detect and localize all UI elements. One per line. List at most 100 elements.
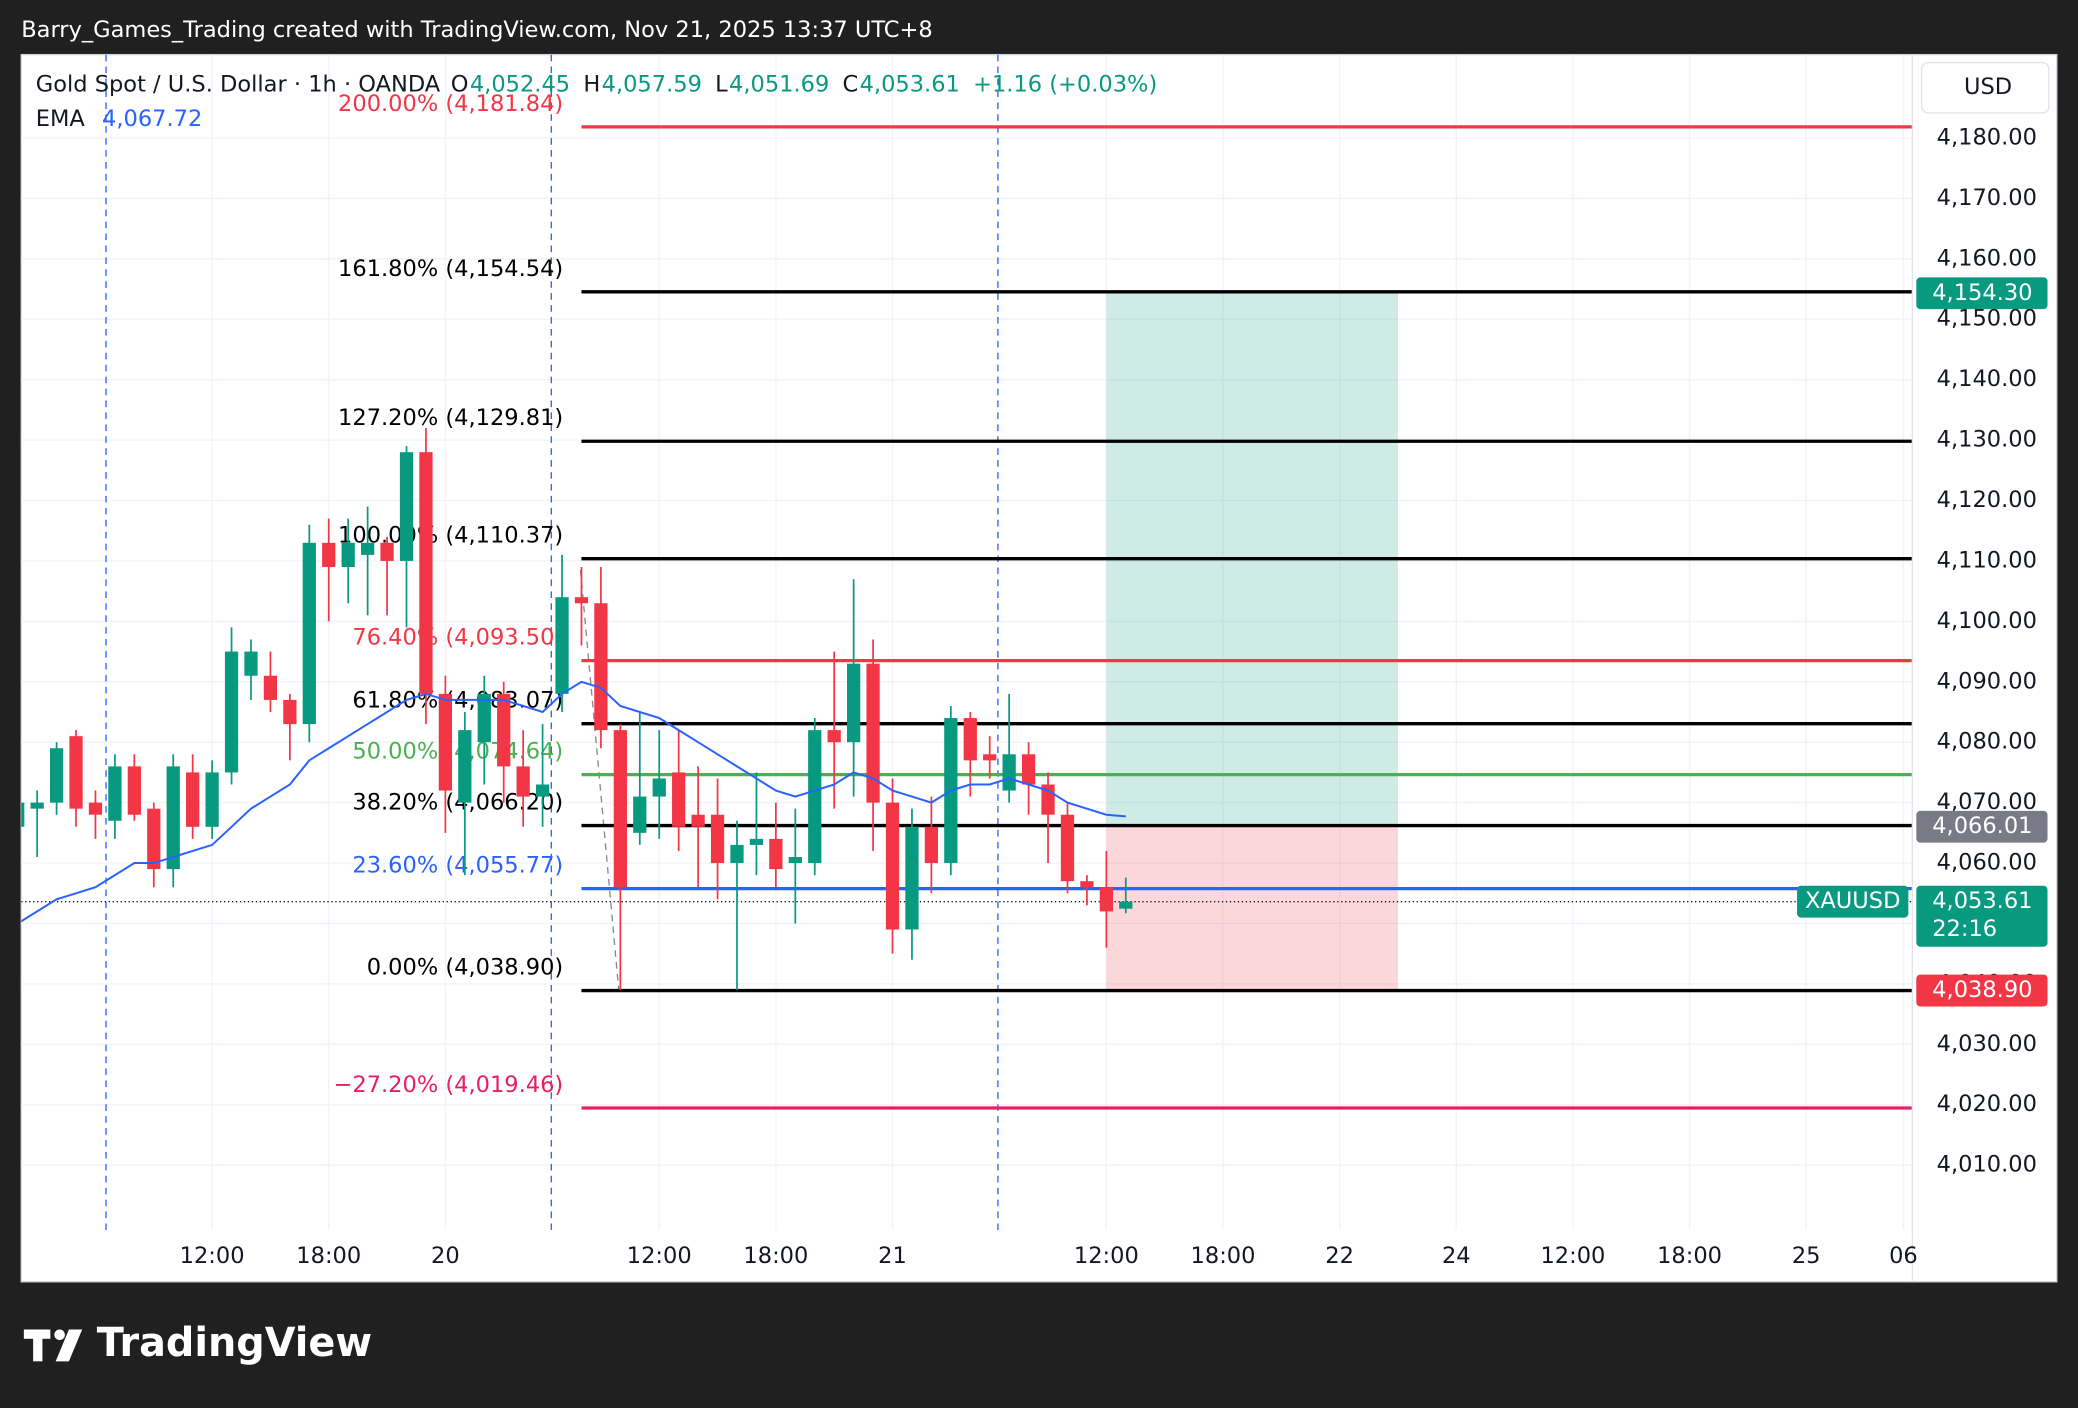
candle-body [283,699,297,725]
change: +1.16 (+0.03%) [973,72,1157,98]
candle-body [594,603,608,731]
fib-label: 50.00% (4,074.64) [352,739,563,765]
x-tick-label: 18:00 [1657,1243,1722,1269]
candle-body [186,772,200,827]
fib-label: 76.40% (4,093.50) [352,625,563,651]
chart-panel [20,53,2058,1283]
candle-body [361,542,375,555]
x-tick-label: 06 [1889,1243,1918,1269]
ema-label: EMA [36,106,86,132]
currency-box [1920,61,2050,114]
candle-body [127,766,141,815]
candle-body [458,730,472,803]
candle-body [710,814,725,864]
currency: USD [1964,74,2012,100]
price-tag-label: 4,066.01 [1932,813,2032,839]
y-tick-label: 4,100.00 [1937,608,2037,634]
logo-mark [54,1329,65,1341]
candle-body [827,730,841,743]
y-tick-label: 4,060.00 [1937,850,2037,876]
last-price-label: 4,053.61 [1932,888,2032,914]
candle-body [1119,901,1133,909]
candle-body [691,814,705,827]
candle-body [477,693,491,743]
candle-body [535,784,550,797]
candle-body [574,597,589,604]
candle-body [769,838,783,870]
logo: TradingView [23,1320,372,1366]
candle-body [30,802,44,809]
candle-body [1002,754,1016,791]
y-tick-label: 4,170.00 [1937,185,2037,211]
candle-body [730,844,744,864]
candle-body [49,748,64,803]
candle-body [263,675,278,700]
countdown: 22:16 [1932,916,1997,942]
logo-mark [33,1329,43,1362]
candle-body [808,730,822,864]
candle-body [166,766,180,870]
ohlc-value: 4,057.59 [602,72,702,98]
x-tick-label: 12:00 [627,1243,692,1269]
x-tick-label: 18:00 [1191,1243,1256,1269]
y-tick-label: 4,150.00 [1937,306,2037,332]
candle-body [555,597,569,694]
candle-body [322,542,336,567]
logo-mark [55,1329,83,1362]
price-tag-label: 4,038.90 [1932,977,2032,1003]
fib-label: 200.00% (4,181.84) [338,91,563,117]
ema-value: 4,067.72 [102,106,202,132]
ohlc-key: L [715,72,728,98]
x-tick-label: 21 [878,1243,907,1269]
x-tick-label: 12:00 [180,1243,245,1269]
candle-body [633,796,647,833]
candle-body [419,452,433,694]
candle-body [1099,887,1113,912]
ohlc-value: 4,052.45 [470,72,570,98]
candle-body [983,754,997,761]
candle-body [885,802,900,930]
x-tick-label: 24 [1442,1243,1471,1269]
fib-label: 161.80% (4,154.54) [338,256,563,282]
candle-body [613,730,627,888]
candle-body [788,857,802,864]
candle-body [905,826,919,930]
y-tick-label: 4,080.00 [1937,729,2037,755]
y-tick-label: 4,130.00 [1937,427,2037,453]
header-text: Barry_Games_Trading created with Trading… [21,17,932,43]
y-tick-label: 4,030.00 [1937,1031,2037,1057]
candle-body [924,826,939,864]
legend: Gold Spot / U.S. Dollar · 1h · OANDA EMA… [36,72,1157,132]
candle-body [88,802,103,815]
symbol: Gold Spot / U.S. Dollar · 1h · OANDA [36,72,441,98]
x-tick-label: 12:00 [1540,1243,1605,1269]
price-tag-label: 4,154.30 [1932,280,2032,306]
candle-body [244,651,258,676]
y-tick-label: 4,010.00 [1937,1152,2037,1178]
candle-body [224,651,239,773]
fib-label: 23.60% (4,055.77) [352,853,563,879]
y-tick-label: 4,090.00 [1937,668,2037,694]
ohlc-key: H [583,72,600,98]
fib-label: −27.20% (4,019.46) [334,1072,564,1098]
candle-body [749,838,764,845]
price-tag [1916,810,2048,843]
x-tick-label: 25 [1792,1243,1821,1269]
y-tick-label: 4,020.00 [1937,1091,2037,1117]
fib-label: 100.00% (4,110.37) [338,523,563,549]
symbol-tag [1797,885,1909,918]
candle-body [205,772,219,827]
ohlc-key: C [843,72,859,98]
candle-body [69,736,83,809]
candle-body [438,693,453,791]
candle-body [866,663,880,803]
y-tick-label: 4,140.00 [1937,366,2037,392]
axes: USD 4,010.004,020.004,030.004,040.004,05… [180,54,2050,1282]
candle-body [399,452,414,561]
y-tick-label: 4,160.00 [1937,245,2037,271]
candle-body [516,766,530,797]
x-tick-label: 12:00 [1074,1243,1139,1269]
candle-body [1060,814,1075,882]
x-tick-label: 20 [431,1243,460,1269]
brand: TradingView [97,1320,372,1366]
